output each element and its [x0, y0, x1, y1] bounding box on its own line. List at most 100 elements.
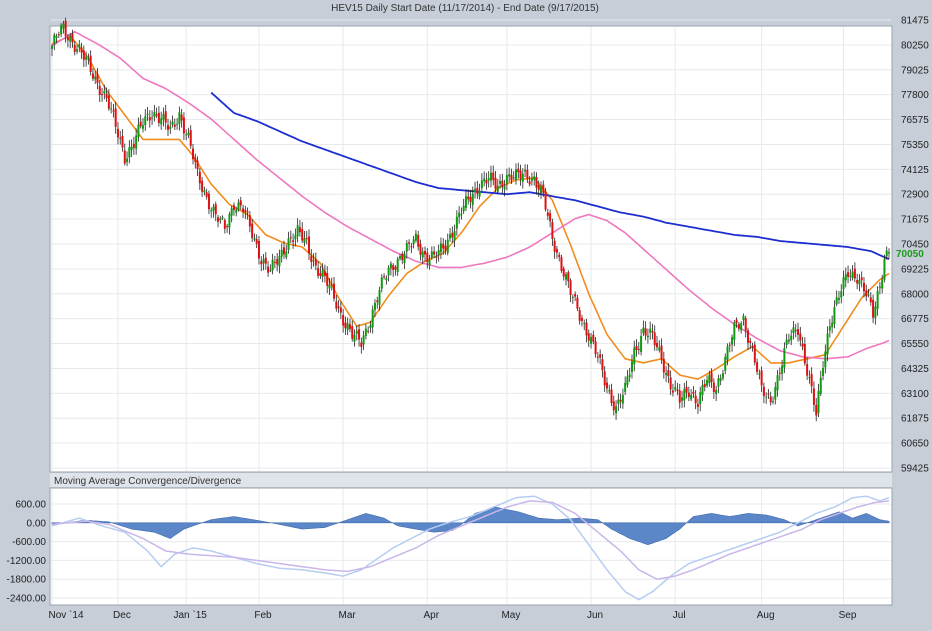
- candle: [835, 290, 838, 307]
- candle: [605, 377, 608, 394]
- candle: [285, 244, 288, 260]
- candle: [160, 111, 163, 130]
- candle: [710, 368, 713, 388]
- y-tick-label: 79025: [901, 65, 929, 76]
- candle: [132, 136, 135, 155]
- candle: [223, 218, 226, 234]
- candle: [690, 388, 693, 402]
- y-tick-label: 69225: [901, 264, 929, 275]
- macd-header: [50, 473, 892, 487]
- candle: [328, 278, 331, 295]
- candle: [116, 122, 119, 145]
- candle: [853, 262, 856, 283]
- candle: [308, 229, 311, 260]
- candle: [783, 342, 786, 374]
- candle: [701, 380, 704, 402]
- candle: [480, 173, 483, 191]
- candle: [751, 342, 754, 352]
- candle: [540, 181, 543, 199]
- candle: [57, 31, 60, 39]
- candle: [692, 386, 695, 398]
- candle: [671, 383, 674, 397]
- candle: [669, 370, 672, 396]
- candle: [476, 180, 479, 199]
- candle: [248, 210, 251, 233]
- candle: [53, 32, 56, 51]
- candle: [687, 386, 690, 402]
- candle: [867, 288, 870, 298]
- candle: [603, 366, 606, 392]
- candle: [469, 189, 472, 209]
- y-tick-label: 75350: [901, 140, 929, 151]
- candle: [585, 318, 588, 343]
- candle: [574, 291, 577, 302]
- candle: [471, 186, 474, 213]
- candle: [369, 321, 372, 333]
- candle: [485, 172, 488, 190]
- candle: [828, 319, 831, 338]
- candle: [414, 229, 417, 243]
- candle: [772, 396, 775, 405]
- candle: [608, 384, 611, 395]
- candle: [205, 188, 208, 200]
- candle: [694, 389, 697, 410]
- candlestick-series: [51, 17, 890, 422]
- candle: [189, 125, 192, 149]
- candle: [612, 395, 615, 416]
- candle: [449, 227, 452, 243]
- x-tick-label: Feb: [254, 610, 272, 621]
- candle: [305, 231, 308, 245]
- candle: [862, 277, 865, 298]
- candle: [817, 383, 820, 418]
- y-tick-label: -600.00: [12, 537, 46, 548]
- candle: [330, 277, 333, 291]
- candle: [387, 265, 390, 282]
- candle: [619, 393, 622, 409]
- y-tick-label: 65550: [901, 339, 929, 350]
- candle: [530, 172, 533, 186]
- candle: [553, 237, 556, 259]
- candle: [176, 118, 179, 130]
- candle: [512, 171, 515, 180]
- candle: [624, 376, 627, 395]
- y-tick-label: 600.00: [15, 500, 46, 511]
- candle: [135, 128, 138, 155]
- candle: [533, 171, 536, 186]
- candle: [430, 246, 433, 260]
- candle: [649, 321, 652, 340]
- candle: [412, 235, 415, 249]
- candle: [662, 351, 665, 379]
- x-tick-label: Dec: [113, 610, 131, 621]
- candle: [858, 274, 861, 292]
- candle: [437, 244, 440, 262]
- candle: [601, 354, 604, 378]
- candle: [753, 341, 756, 366]
- candle: [230, 205, 233, 223]
- x-tick-label: Sep: [839, 610, 857, 621]
- candle: [267, 261, 270, 277]
- candle: [587, 329, 590, 347]
- candle: [310, 249, 313, 270]
- candle: [185, 129, 188, 141]
- candle: [837, 291, 840, 304]
- candle: [633, 340, 636, 372]
- candle: [865, 284, 868, 302]
- y-tick-label: 74125: [901, 165, 929, 176]
- candle: [517, 162, 520, 179]
- macd-title: Moving Average Convergence/Divergence: [54, 476, 242, 487]
- candle: [826, 326, 829, 362]
- candle: [615, 400, 618, 420]
- candle: [262, 253, 265, 271]
- x-tick-label: Aug: [757, 610, 775, 621]
- candle: [62, 20, 65, 34]
- candle: [317, 261, 320, 279]
- price-grid: [51, 19, 891, 471]
- candle: [339, 301, 342, 320]
- candle: [287, 231, 290, 254]
- candle: [139, 114, 142, 129]
- candle: [244, 205, 247, 219]
- candle: [426, 248, 429, 269]
- candle: [712, 378, 715, 399]
- candle: [756, 358, 759, 375]
- candle: [192, 143, 195, 165]
